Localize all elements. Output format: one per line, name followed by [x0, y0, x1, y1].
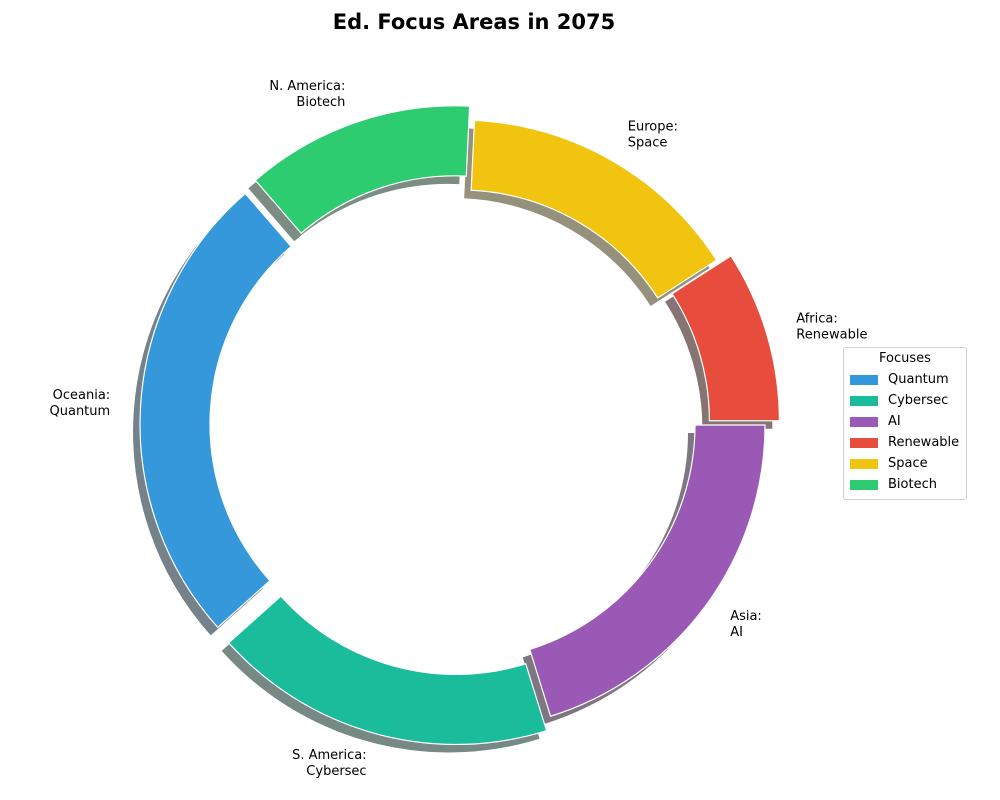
legend-item-ai: AI: [844, 411, 966, 432]
legend-item-cybersec: Cybersec: [844, 390, 966, 411]
slice-label-quantum: Oceania: Quantum: [50, 388, 111, 419]
label-layer: Africa: Renewable Europe: Space N. America: B…: [50, 79, 868, 779]
chart-title: Ed. Focus Areas in 2075: [332, 10, 616, 34]
legend-items: Quantum Cybersec AI Renewable Space Biotech: [844, 369, 966, 495]
legend-item-renewable: Renewable: [844, 432, 966, 453]
slice-renewable: [671, 255, 780, 422]
legend-swatch: [850, 479, 878, 490]
legend-label: Biotech: [888, 477, 937, 492]
legend-item-space: Space: [844, 453, 966, 474]
slice-label-cybersec: S. America: Cybersec: [292, 748, 367, 779]
legend-swatch: [850, 374, 878, 385]
slice-quantum: [139, 192, 292, 629]
legend-label: Space: [888, 456, 928, 471]
legend-swatch: [850, 458, 878, 469]
slice-ai: [529, 424, 766, 718]
legend-label: Cybersec: [888, 393, 949, 408]
legend-swatch: [850, 395, 878, 406]
legend-label: Renewable: [888, 435, 960, 450]
slice-space: [470, 119, 718, 299]
legend-item-biotech: Biotech: [844, 474, 966, 495]
slice-label-space: Europe: Space: [628, 119, 678, 150]
legend-item-quantum: Quantum: [844, 369, 966, 390]
legend-swatch: [850, 416, 878, 427]
slice-label-ai: Asia: AI: [730, 609, 762, 640]
legend-title: Focuses: [879, 351, 931, 366]
slice-biotech: [254, 105, 471, 235]
slice-label-renewable: Africa: Renewable: [796, 311, 867, 342]
legend-label: Quantum: [888, 372, 949, 387]
legend-swatch: [850, 437, 878, 448]
slice-cybersec: [227, 595, 548, 746]
slice-layer: [139, 105, 780, 746]
legend-label: AI: [888, 414, 901, 429]
slice-label-biotech: N. America: Biotech: [269, 79, 345, 110]
legend: Focuses Quantum Cybersec AI Renewable Space B…: [843, 347, 967, 500]
